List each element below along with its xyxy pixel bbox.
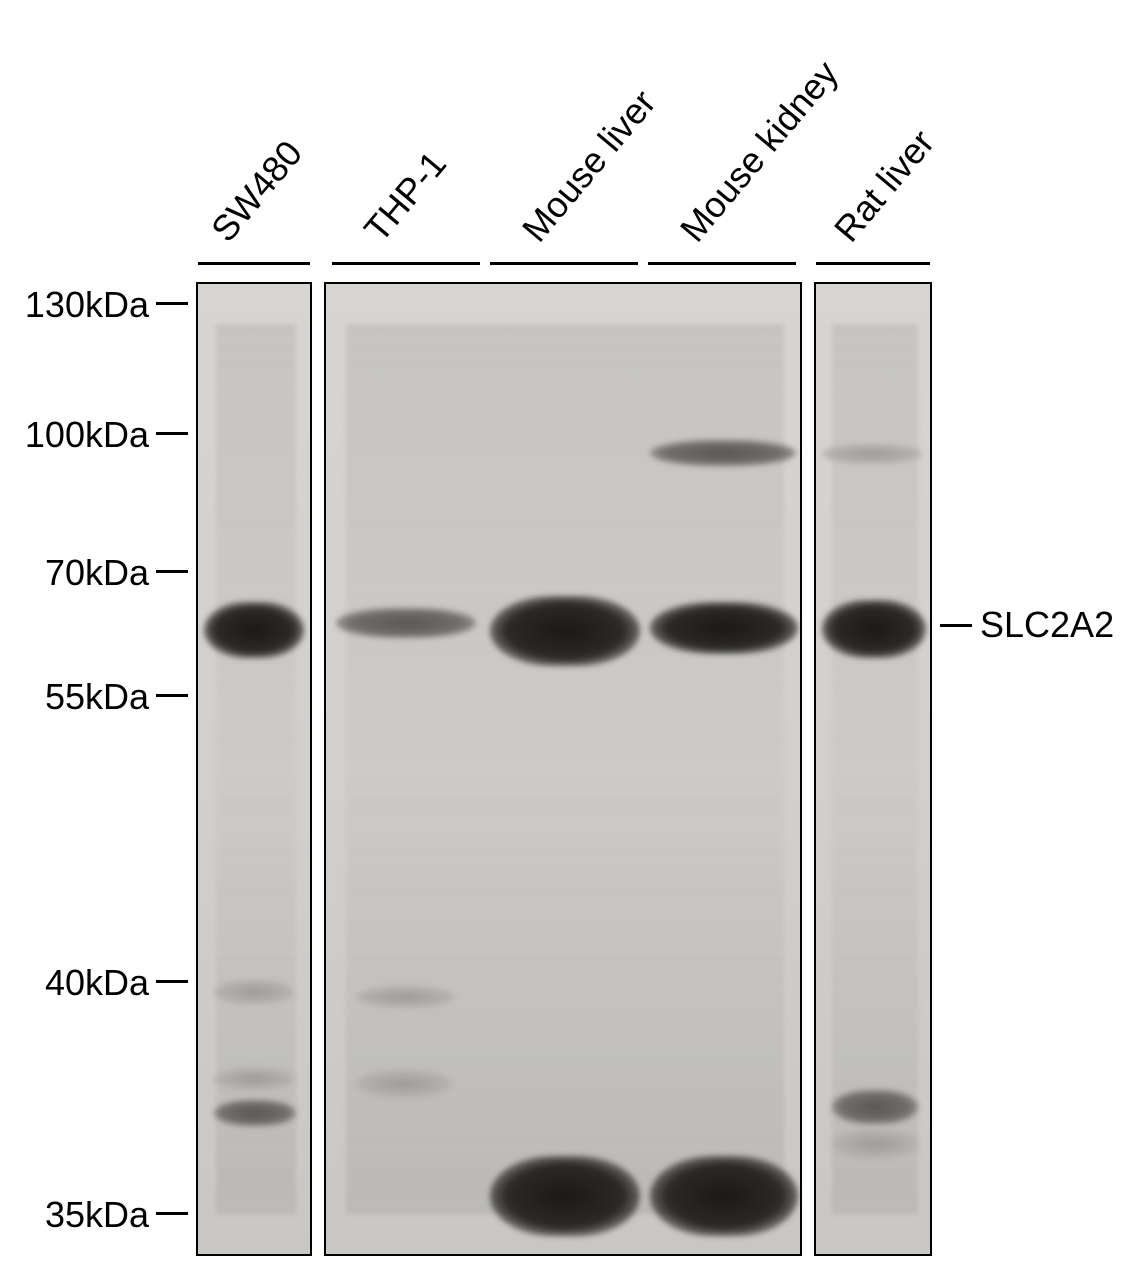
mw-label-0: 130kDa xyxy=(25,284,149,326)
mw-tick-2 xyxy=(156,570,188,573)
mw-label-2: 70kDa xyxy=(45,552,149,594)
lane-label-4: Rat liver xyxy=(826,122,943,250)
band-sw480-37k-b xyxy=(214,1100,296,1126)
mw-tick-1 xyxy=(156,432,188,435)
band-ratliver-95k xyxy=(822,444,922,464)
band-ratliver-36k xyxy=(832,1130,918,1158)
mw-label-3: 55kDa xyxy=(45,676,149,718)
mw-tick-0 xyxy=(156,302,188,305)
target-label: SLC2A2 xyxy=(980,604,1114,646)
mw-label-1: 100kDa xyxy=(25,414,149,456)
lane-label-1: THP-1 xyxy=(356,143,455,250)
mw-tick-3 xyxy=(156,694,188,697)
mw-label-4: 40kDa xyxy=(45,962,149,1004)
band-sw480-slc2a2 xyxy=(204,602,304,658)
band-mousekidney-36k xyxy=(650,1156,798,1236)
blot-panel-2 xyxy=(324,282,802,1256)
western-blot-figure: SW480 THP-1 Mouse liver Mouse kidney Rat… xyxy=(0,0,1137,1280)
band-ratliver-slc2a2 xyxy=(822,600,926,658)
lane-label-2: Mouse liver xyxy=(514,82,664,250)
band-mouseliver-slc2a2 xyxy=(490,596,640,666)
band-sw480-40k xyxy=(214,980,294,1004)
lane-underline-3 xyxy=(648,262,796,265)
band-mousekidney-95k xyxy=(650,440,796,466)
band-mousekidney-slc2a2 xyxy=(650,602,798,654)
band-thp1-slc2a2 xyxy=(336,608,476,638)
lane-label-0: SW480 xyxy=(203,133,311,250)
mw-tick-5 xyxy=(156,1212,188,1215)
mw-label-5: 35kDa xyxy=(45,1194,149,1236)
lane-underline-0 xyxy=(198,262,310,265)
target-tick xyxy=(940,624,972,627)
band-thp1-40k xyxy=(356,986,454,1008)
band-ratliver-37k xyxy=(832,1090,918,1124)
lane-underline-4 xyxy=(816,262,930,265)
band-thp1-37k xyxy=(356,1070,452,1098)
mw-tick-4 xyxy=(156,980,188,983)
lane-underline-1 xyxy=(332,262,480,265)
band-sw480-37k-a xyxy=(214,1068,294,1090)
band-mouseliver-36k xyxy=(490,1156,640,1236)
lane-label-3: Mouse kidney xyxy=(672,53,847,250)
lane-underline-2 xyxy=(490,262,638,265)
